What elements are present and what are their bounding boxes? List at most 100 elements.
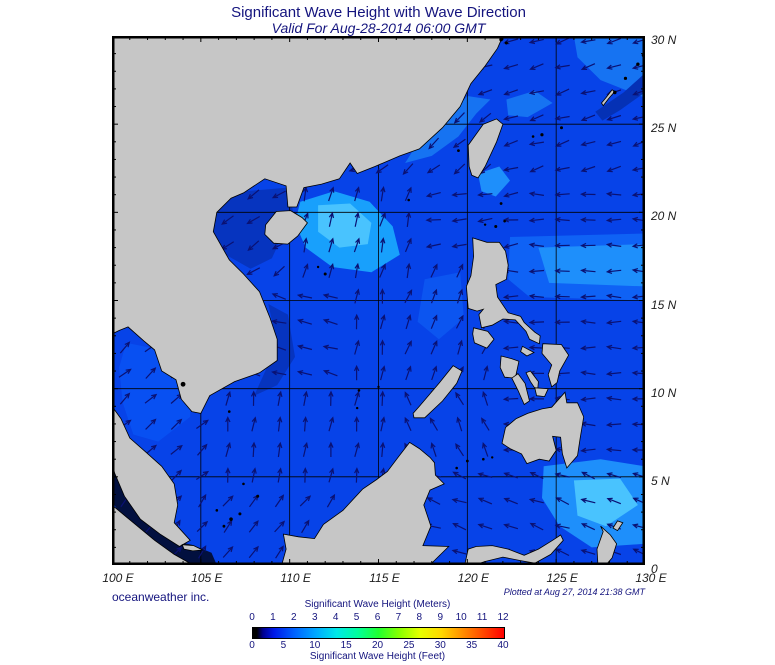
island-dot bbox=[357, 389, 361, 392]
land-hainan bbox=[264, 210, 308, 245]
y-axis-label: 0 bbox=[651, 562, 658, 576]
wave-direction-arrow bbox=[555, 88, 570, 96]
island-dot bbox=[636, 62, 640, 66]
wave-direction-arrow bbox=[379, 339, 386, 355]
land-malay-peninsula bbox=[112, 405, 191, 547]
colorbar-meters-title: Significant Wave Height (Meters) bbox=[304, 599, 451, 610]
island-dot bbox=[483, 223, 487, 226]
wave-direction-arrow bbox=[605, 422, 622, 428]
y-axis-label: 25 N bbox=[651, 121, 677, 136]
wave-direction-arrow bbox=[528, 268, 545, 274]
wave-direction-arrow bbox=[430, 442, 437, 457]
island-dot bbox=[355, 406, 359, 410]
wave-direction-arrow bbox=[482, 390, 489, 406]
island-dot bbox=[503, 219, 506, 223]
wave-direction-arrow bbox=[580, 141, 596, 147]
wave-direction-arrow bbox=[328, 186, 335, 202]
wave-direction-arrow bbox=[580, 114, 596, 122]
wave-direction-arrow bbox=[503, 140, 518, 147]
island-dot bbox=[482, 457, 485, 461]
wave-direction-arrow bbox=[302, 416, 308, 432]
wave-direction-arrow bbox=[502, 396, 519, 402]
wave-direction-arrow bbox=[405, 365, 412, 381]
wave-direction-arrow bbox=[528, 38, 544, 45]
wave-direction-arrow bbox=[380, 365, 386, 381]
wave-direction-arrow bbox=[247, 189, 260, 200]
wave-direction-arrow bbox=[555, 497, 570, 506]
wave-direction-arrow bbox=[554, 217, 570, 223]
wave-direction-arrow bbox=[503, 472, 518, 479]
colorbar-feet-tick: 10 bbox=[309, 640, 321, 651]
credit-text: oceanweather inc. bbox=[112, 590, 210, 604]
wave-direction-arrow bbox=[502, 294, 519, 300]
wave-direction-arrow bbox=[405, 262, 412, 279]
plotted-at-text: Plotted at Aug 27, 2014 21:38 GMT bbox=[503, 587, 645, 597]
colorbar-feet-tick: 40 bbox=[497, 640, 509, 651]
wave-direction-arrow bbox=[528, 141, 544, 147]
island-dot bbox=[531, 135, 535, 138]
wave-direction-arrow bbox=[296, 370, 313, 376]
wave-direction-arrow bbox=[296, 293, 313, 299]
x-axis-label: 120 E bbox=[457, 571, 489, 585]
wave-direction-arrow bbox=[477, 89, 493, 96]
wave-direction-arrow bbox=[606, 114, 622, 121]
wave-direction-arrow bbox=[554, 115, 570, 121]
wave-direction-arrow bbox=[354, 390, 360, 406]
wave-direction-arrow bbox=[503, 115, 519, 121]
colorbar-meters-tick: 10 bbox=[455, 612, 467, 623]
wave-direction-arrow bbox=[274, 520, 286, 533]
chart-title: Significant Wave Height with Wave Direct… bbox=[231, 4, 526, 21]
wave-direction-arrow bbox=[248, 520, 259, 533]
wave-direction-arrow bbox=[380, 237, 386, 253]
x-axis-label: 130 E bbox=[635, 571, 667, 585]
island-dot bbox=[316, 265, 320, 269]
wave-direction-arrow bbox=[554, 166, 570, 172]
wave-direction-arrow bbox=[555, 139, 570, 147]
island-dot bbox=[227, 410, 231, 413]
wave-direction-arrow bbox=[430, 339, 438, 355]
wave-direction-arrow bbox=[580, 38, 596, 44]
wave-direction-arrow bbox=[477, 191, 493, 198]
wave-direction-arrow bbox=[429, 417, 439, 431]
colorbar-meters-tick: 6 bbox=[374, 612, 381, 623]
wave-direction-arrow bbox=[379, 390, 386, 406]
wave-direction-arrow bbox=[246, 215, 260, 225]
land-masbate bbox=[520, 345, 535, 357]
x-axis-label: 110 E bbox=[280, 571, 311, 585]
colorbar-meters-tick: 7 bbox=[395, 612, 402, 623]
land-borneo bbox=[281, 441, 450, 565]
wave-direction-arrow bbox=[430, 263, 438, 278]
colorbar-feet-tick: 20 bbox=[371, 640, 384, 651]
wave-direction-arrow bbox=[322, 293, 338, 299]
wave-direction-arrow bbox=[354, 186, 360, 202]
wave-direction-arrow bbox=[605, 319, 622, 326]
wave-direction-arrow bbox=[354, 339, 360, 355]
wave-direction-arrow bbox=[503, 191, 519, 198]
colorbar-feet-tick: 5 bbox=[280, 640, 287, 651]
wave-direction-arrow bbox=[302, 237, 309, 253]
wave-direction-arrow bbox=[404, 289, 413, 304]
island-dot bbox=[238, 512, 242, 516]
wave-direction-arrow bbox=[274, 494, 285, 508]
island-dot bbox=[229, 517, 233, 521]
island-dot bbox=[612, 90, 617, 95]
wave-direction-arrow bbox=[605, 293, 622, 299]
island-dot bbox=[623, 76, 628, 80]
wave-direction-arrow bbox=[580, 294, 596, 300]
island-dot bbox=[222, 524, 226, 528]
wave-direction-arrow bbox=[354, 313, 360, 330]
wave-direction-arrow bbox=[581, 471, 595, 480]
wave-direction-arrow bbox=[425, 217, 441, 223]
wave-direction-arrow bbox=[529, 472, 544, 480]
wave-direction-arrow bbox=[144, 393, 158, 404]
colorbar-feet-tick: 0 bbox=[249, 640, 255, 651]
wave-direction-arrow bbox=[528, 242, 544, 248]
wave-direction-arrow bbox=[528, 293, 544, 300]
wave-direction-arrow bbox=[426, 497, 441, 505]
wave-direction-arrow bbox=[502, 166, 519, 172]
wave-direction-arrow bbox=[425, 192, 441, 198]
wave-direction-arrow bbox=[196, 419, 209, 429]
title-block: Significant Wave Height with Wave Direct… bbox=[112, 5, 645, 36]
chart-subtitle: Valid For Aug-28-2014 06:00 GMT bbox=[271, 20, 486, 36]
